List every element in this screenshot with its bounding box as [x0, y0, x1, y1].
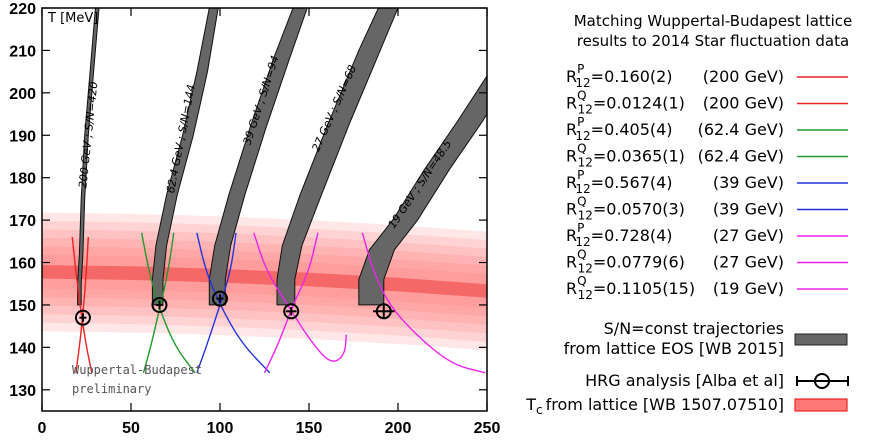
legend-tc-text: from lattice [WB 1507.07510]	[546, 395, 784, 414]
hrg-marker	[375, 303, 392, 320]
match-curves	[71, 232, 486, 374]
legend-entry-energy: (200 GeV)	[703, 94, 784, 113]
watermark-line-1: Wuppertal-Budapest	[72, 363, 202, 377]
hrg-point	[212, 290, 228, 307]
trajectory	[276, 8, 399, 306]
x-tick-label: 200	[385, 420, 412, 437]
trajectory	[151, 8, 219, 306]
legend-entry-energy: (62.4 GeV)	[698, 120, 784, 139]
hrg-point	[151, 296, 168, 313]
y-axis-label: T [MeV]	[47, 11, 98, 26]
trajectories	[77, 8, 487, 306]
legend-entry-energy: (19 GeV)	[713, 279, 784, 298]
match-curve	[253, 232, 348, 362]
match-curve	[142, 232, 175, 374]
match-curve	[361, 232, 486, 374]
trajectory	[358, 74, 487, 306]
legend-tc-sub: c	[536, 403, 543, 417]
x-tick-label: 100	[207, 420, 234, 437]
y-tick-label: 160	[9, 256, 36, 273]
legend-entry: RQ 12=0.0124(1) (200 GeV)	[566, 89, 848, 117]
x-tick-label: 150	[296, 420, 323, 437]
match-curve	[263, 232, 319, 374]
x-tick-label: 50	[122, 420, 140, 437]
x-tick-label: 250	[474, 420, 501, 437]
legend-entries: RP 12=0.160(2) (200 GeV) RQ 12=0.0124(1) (200…	[566, 62, 848, 302]
legend-entry: RP 12=0.567(4) (39 GeV)	[566, 168, 848, 196]
plot-area: 200 GeV ; S/N=420 62.4 GeV ; S/N=144 39 Ge…	[9, 1, 500, 437]
legend-entry-energy: (62.4 GeV)	[698, 147, 784, 166]
trajectory-labels: 200 GeV ; S/N=420 62.4 GeV ; S/N=144 39 Ge…	[76, 54, 454, 231]
plot-frame	[41, 7, 488, 412]
y-tick-label: 210	[9, 43, 36, 60]
legend-entry-label: RQ 12=0.0365(1)	[566, 142, 685, 170]
hrg-point	[74, 309, 91, 326]
legend-entry: RP 12=0.405(4) (62.4 GeV)	[566, 115, 848, 143]
legend-tc-symbol: T	[525, 395, 536, 414]
match-curve	[196, 232, 271, 374]
legend-entry: RP 12=0.728(4) (27 GeV)	[566, 221, 848, 249]
trajectory-label: 200 GeV ; S/N=420	[76, 81, 100, 189]
legend-entry-energy: (39 GeV)	[713, 200, 784, 219]
legend-entry-energy: (27 GeV)	[713, 253, 784, 272]
legend-title-line-1: Matching Wuppertal-Budapest lattice	[574, 12, 853, 30]
legend-entry-label: RP 12=0.728(4)	[566, 221, 673, 249]
y-tick-label: 130	[9, 383, 36, 400]
legend-entry-label: RQ 12=0.1105(15)	[566, 274, 695, 302]
legend-hrg-symbol	[796, 373, 849, 389]
hrg-point	[283, 303, 300, 320]
legend-entry: RQ 12=0.0779(6) (27 GeV)	[566, 248, 848, 276]
legend-entry-label: RP 12=0.567(4)	[566, 168, 673, 196]
trajectory	[208, 8, 308, 306]
tc-band	[42, 212, 487, 351]
match-curve	[71, 237, 93, 373]
legend-entry: RQ 12=0.0570(3) (39 GeV)	[566, 195, 848, 223]
legend-entry-energy: (39 GeV)	[713, 173, 784, 192]
legend-trajectory-line-2: from lattice EOS [WB 2015]	[564, 339, 784, 358]
trajectory	[77, 8, 100, 306]
legend-entry-energy: (27 GeV)	[713, 226, 784, 245]
legend-entry-label: RQ 12=0.0779(6)	[566, 248, 685, 276]
legend-entry-label: RP 12=0.160(2)	[566, 62, 673, 90]
match-curve	[196, 232, 237, 374]
y-tick-label: 200	[9, 86, 36, 103]
legend-entry-label: RP 12=0.405(4)	[566, 115, 673, 143]
hrg-points	[74, 290, 395, 326]
legend-title-line-2: results to 2014 Star fluctuation data	[577, 32, 849, 50]
legend-hrg-label: HRG analysis [Alba et al]	[585, 371, 784, 390]
match-curve	[75, 237, 89, 373]
legend-entry-energy: (200 GeV)	[703, 67, 784, 86]
legend-entry: RP 12=0.160(2) (200 GeV)	[566, 62, 848, 90]
legend: Matching Wuppertal-Budapest lattice resu…	[525, 12, 852, 417]
hrg-point	[373, 303, 395, 320]
y-tick-label: 180	[9, 171, 36, 188]
match-curve	[140, 232, 196, 374]
y-tick-label: 150	[9, 298, 36, 315]
legend-entry-label: RQ 12=0.0570(3)	[566, 195, 685, 223]
y-tick-label: 140	[9, 340, 36, 357]
axis-ticks: 0 50 100 150 200 250 130 140 150 160 170 180 190 200 2…	[9, 1, 500, 437]
legend-tc-label: Tc from lattice [WB 1507.07510]	[525, 395, 784, 417]
legend-trajectory-swatch	[794, 333, 848, 346]
y-tick-label: 220	[9, 1, 36, 18]
hrg-marker	[151, 296, 168, 313]
legend-trajectory-line-1: S/N=const trajectories	[604, 319, 784, 338]
y-tick-label: 190	[9, 128, 36, 145]
legend-tc-swatch	[794, 398, 848, 412]
legend-entry: RQ 12=0.0365(1) (62.4 GeV)	[566, 142, 848, 170]
legend-entry: RQ 12=0.1105(15) (19 GeV)	[566, 274, 848, 302]
x-tick-label: 0	[38, 420, 47, 437]
y-tick-label: 170	[9, 213, 36, 230]
hrg-marker	[212, 290, 228, 307]
legend-entry-label: RQ 12=0.0124(1)	[566, 89, 685, 117]
hrg-marker	[283, 303, 300, 320]
hrg-marker	[74, 309, 91, 326]
watermark-line-2: preliminary	[72, 382, 151, 396]
